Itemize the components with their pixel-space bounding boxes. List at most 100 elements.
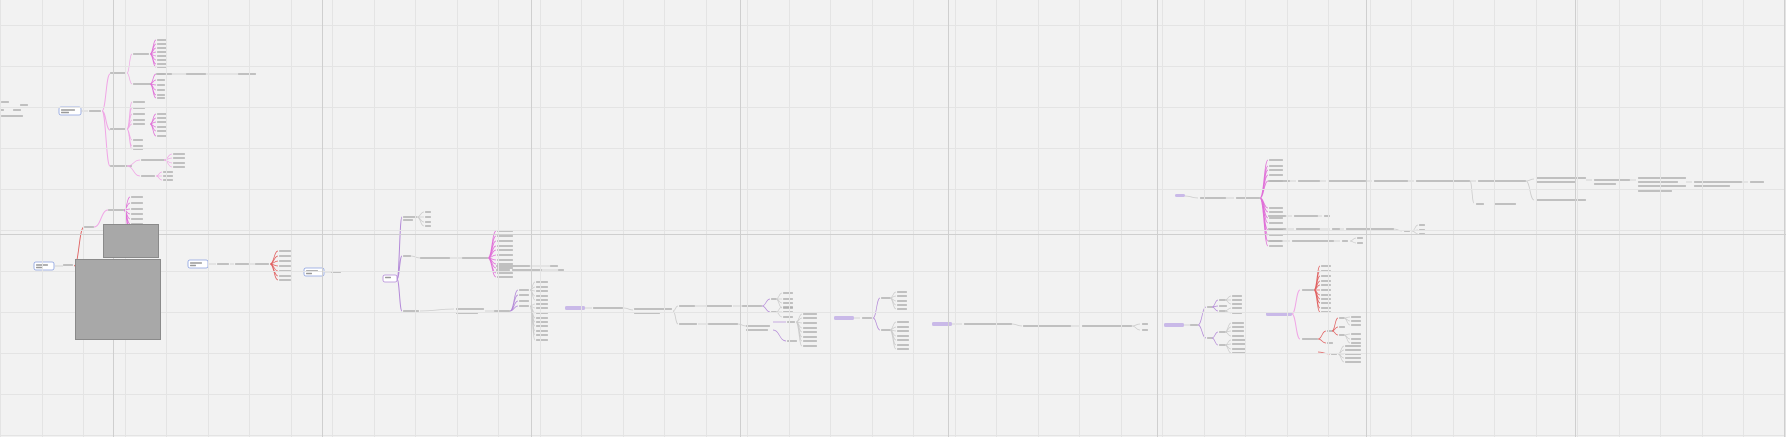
node-text-placeholder[interactable] bbox=[897, 300, 907, 302]
node-text-placeholder[interactable] bbox=[133, 139, 143, 141]
node-text-placeholder[interactable] bbox=[1302, 338, 1318, 340]
node-text-placeholder[interactable] bbox=[497, 245, 513, 247]
node-text-placeholder[interactable] bbox=[157, 84, 165, 86]
node-text-placeholder[interactable] bbox=[133, 119, 145, 121]
node-text-placeholder[interactable] bbox=[803, 317, 817, 319]
node-text-placeholder[interactable] bbox=[708, 323, 738, 325]
node-text-placeholder[interactable] bbox=[279, 255, 291, 257]
node-text-placeholder[interactable] bbox=[403, 216, 417, 218]
node-text-placeholder[interactable] bbox=[536, 330, 548, 332]
root-node[interactable] bbox=[565, 306, 585, 310]
node-text-placeholder[interactable] bbox=[1416, 180, 1470, 182]
node-text-placeholder[interactable] bbox=[131, 202, 143, 204]
node-text-placeholder[interactable] bbox=[771, 298, 777, 300]
node-text-placeholder[interactable] bbox=[1268, 228, 1286, 230]
node-text-placeholder[interactable] bbox=[746, 329, 768, 331]
node-text-placeholder[interactable] bbox=[1351, 338, 1361, 340]
node-text-placeholder[interactable] bbox=[157, 113, 167, 115]
node-text-placeholder[interactable] bbox=[456, 308, 484, 310]
node-text-placeholder[interactable] bbox=[157, 79, 165, 81]
node-text-placeholder[interactable] bbox=[157, 55, 167, 57]
node-text-placeholder[interactable] bbox=[133, 53, 149, 55]
node-text-placeholder[interactable] bbox=[173, 157, 185, 159]
node-text-placeholder[interactable] bbox=[238, 73, 256, 75]
node-text-placeholder[interactable] bbox=[1594, 183, 1616, 185]
node-text-placeholder[interactable] bbox=[803, 322, 817, 324]
node-text-placeholder[interactable] bbox=[403, 255, 411, 257]
node-text-placeholder[interactable] bbox=[1296, 228, 1320, 230]
node-text-placeholder[interactable] bbox=[173, 166, 185, 168]
node-text-placeholder[interactable] bbox=[1345, 357, 1361, 359]
node-text-placeholder[interactable] bbox=[634, 308, 672, 310]
node-text-placeholder[interactable] bbox=[255, 263, 269, 265]
node-text-placeholder[interactable] bbox=[1694, 181, 1742, 183]
node-text-placeholder[interactable] bbox=[425, 225, 431, 227]
root-node[interactable] bbox=[187, 259, 209, 269]
node-text-placeholder[interactable] bbox=[1321, 294, 1331, 296]
selection-box[interactable] bbox=[75, 259, 161, 340]
node-text-placeholder[interactable] bbox=[1321, 302, 1331, 304]
node-text-placeholder[interactable] bbox=[0, 109, 4, 111]
node-text-placeholder[interactable] bbox=[157, 94, 165, 96]
node-text-placeholder[interactable] bbox=[783, 302, 793, 304]
node-text-placeholder[interactable] bbox=[1269, 211, 1283, 213]
node-text-placeholder[interactable] bbox=[157, 135, 167, 137]
node-text-placeholder[interactable] bbox=[279, 279, 291, 281]
node-text-placeholder[interactable] bbox=[131, 213, 143, 215]
node-text-placeholder[interactable] bbox=[536, 303, 548, 305]
node-text-placeholder[interactable] bbox=[190, 264, 196, 267]
node-text-placeholder[interactable] bbox=[163, 171, 173, 173]
node-text-placeholder[interactable] bbox=[1236, 197, 1260, 199]
node-text-placeholder[interactable] bbox=[63, 264, 73, 266]
node-text-placeholder[interactable] bbox=[1269, 159, 1283, 161]
selection-box[interactable] bbox=[103, 224, 159, 258]
node-text-placeholder[interactable] bbox=[1536, 177, 1586, 179]
node-text-placeholder[interactable] bbox=[1324, 215, 1330, 217]
node-text-placeholder[interactable] bbox=[1232, 339, 1246, 341]
node-text-placeholder[interactable] bbox=[1638, 185, 1686, 187]
node-text-placeholder[interactable] bbox=[1351, 316, 1361, 318]
node-text-placeholder[interactable] bbox=[536, 290, 548, 292]
node-text-placeholder[interactable] bbox=[897, 291, 907, 293]
node-text-placeholder[interactable] bbox=[131, 196, 143, 198]
node-text-placeholder[interactable] bbox=[1232, 330, 1244, 332]
node-text-placeholder[interactable] bbox=[783, 306, 793, 308]
node-text-placeholder[interactable] bbox=[1, 115, 23, 117]
node-text-placeholder[interactable] bbox=[1269, 207, 1283, 209]
node-text-placeholder[interactable] bbox=[1268, 240, 1282, 242]
node-text-placeholder[interactable] bbox=[512, 269, 542, 271]
node-text-placeholder[interactable] bbox=[1321, 307, 1331, 309]
node-text-placeholder[interactable] bbox=[783, 292, 793, 294]
node-text-placeholder[interactable] bbox=[742, 305, 762, 307]
node-text-placeholder[interactable] bbox=[1321, 280, 1331, 282]
node-text-placeholder[interactable] bbox=[157, 47, 167, 49]
node-text-placeholder[interactable] bbox=[881, 329, 891, 331]
node-text-placeholder[interactable] bbox=[462, 257, 488, 259]
node-text-placeholder[interactable] bbox=[1269, 245, 1283, 247]
node-text-placeholder[interactable] bbox=[1200, 197, 1226, 199]
node-text-placeholder[interactable] bbox=[163, 179, 173, 181]
node-text-placeholder[interactable] bbox=[131, 208, 143, 210]
node-text-placeholder[interactable] bbox=[1269, 174, 1283, 176]
node-text-placeholder[interactable] bbox=[1374, 180, 1408, 182]
node-text-placeholder[interactable] bbox=[496, 269, 510, 271]
node-text-placeholder[interactable] bbox=[1142, 329, 1148, 331]
node-text-placeholder[interactable] bbox=[279, 250, 291, 252]
node-text-placeholder[interactable] bbox=[110, 72, 126, 74]
node-text-placeholder[interactable] bbox=[1302, 289, 1314, 291]
node-text-placeholder[interactable] bbox=[157, 63, 167, 65]
node-text-placeholder[interactable] bbox=[279, 260, 291, 262]
node-text-placeholder[interactable] bbox=[61, 111, 69, 114]
node-text-placeholder[interactable] bbox=[1232, 307, 1242, 309]
node-text-placeholder[interactable] bbox=[1232, 348, 1246, 350]
node-text-placeholder[interactable] bbox=[157, 51, 167, 53]
node-text-placeholder[interactable] bbox=[1232, 303, 1242, 305]
node-text-placeholder[interactable] bbox=[1478, 180, 1526, 182]
node-text-placeholder[interactable] bbox=[1536, 181, 1576, 183]
node-text-placeholder[interactable] bbox=[84, 226, 94, 228]
root-node[interactable] bbox=[1164, 323, 1184, 327]
node-text-placeholder[interactable] bbox=[519, 294, 529, 296]
node-text-placeholder[interactable] bbox=[1594, 179, 1630, 181]
node-text-placeholder[interactable] bbox=[420, 257, 450, 259]
node-text-placeholder[interactable] bbox=[173, 162, 185, 164]
